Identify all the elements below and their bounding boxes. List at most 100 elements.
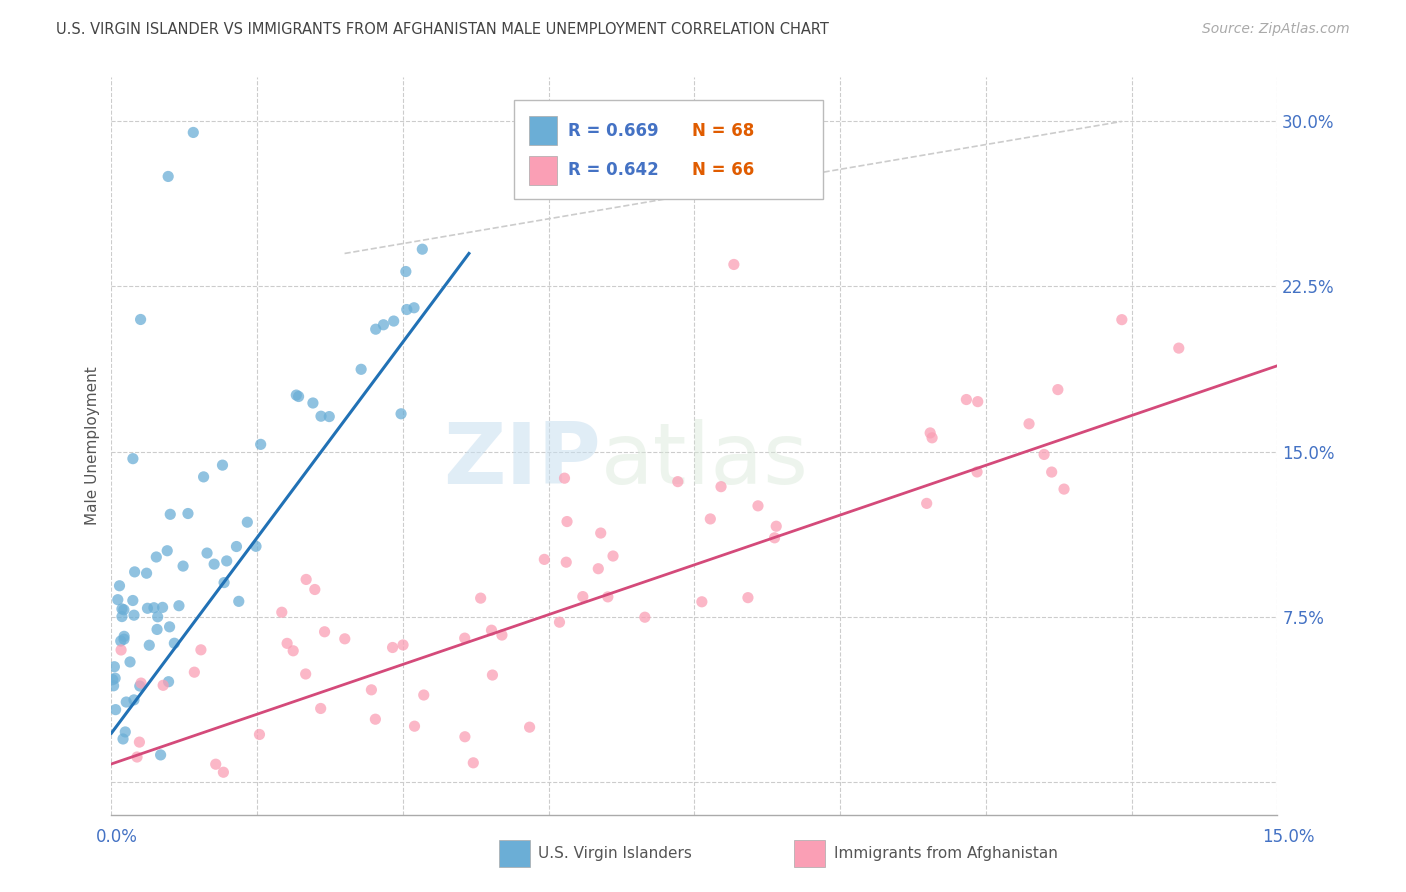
Point	[588, 562, 610, 576]
Point	[699, 512, 721, 526]
Point	[125, 750, 148, 764]
Point	[1167, 341, 1189, 355]
Text: R = 0.642: R = 0.642	[568, 161, 659, 179]
Point	[156, 543, 179, 558]
Point	[112, 632, 135, 647]
Point	[287, 389, 309, 403]
Y-axis label: Male Unemployment: Male Unemployment	[86, 367, 100, 525]
Point	[596, 590, 619, 604]
Point	[690, 595, 713, 609]
FancyBboxPatch shape	[529, 116, 557, 145]
Point	[212, 575, 235, 590]
Point	[111, 609, 134, 624]
Point	[481, 668, 503, 682]
Point	[395, 302, 418, 317]
Point	[112, 731, 135, 746]
Point	[202, 557, 225, 571]
Point	[121, 593, 143, 607]
Point	[128, 735, 150, 749]
Point	[364, 712, 387, 726]
Point	[249, 727, 271, 741]
Text: N = 68: N = 68	[692, 121, 754, 139]
Point	[177, 507, 200, 521]
Point	[666, 475, 689, 489]
Point	[142, 600, 165, 615]
Point	[402, 301, 425, 315]
Point	[110, 643, 132, 657]
Point	[190, 643, 212, 657]
Point	[108, 579, 131, 593]
Point	[181, 125, 204, 139]
Point	[294, 667, 316, 681]
Point	[389, 407, 412, 421]
Point	[555, 515, 578, 529]
Point	[107, 592, 129, 607]
Point	[270, 605, 292, 619]
Point	[157, 674, 180, 689]
Point	[285, 388, 308, 402]
Point	[411, 242, 433, 256]
Point	[747, 499, 769, 513]
Point	[548, 615, 571, 630]
Point	[314, 624, 336, 639]
Point	[114, 725, 136, 739]
Text: Source: ZipAtlas.com: Source: ZipAtlas.com	[1202, 22, 1350, 37]
Point	[112, 603, 135, 617]
Point	[163, 636, 186, 650]
Text: 15.0%: 15.0%	[1263, 828, 1315, 846]
Point	[966, 465, 988, 479]
Point	[145, 549, 167, 564]
Point	[602, 549, 624, 563]
Point	[101, 673, 124, 687]
Point	[193, 470, 215, 484]
Point	[112, 629, 135, 643]
Point	[183, 665, 205, 680]
Point	[360, 682, 382, 697]
Point	[589, 526, 612, 541]
Point	[1046, 383, 1069, 397]
Point	[318, 409, 340, 424]
Point	[304, 582, 326, 597]
Point	[395, 264, 418, 278]
Point	[463, 756, 485, 770]
Point	[249, 437, 271, 451]
Point	[135, 566, 157, 581]
Point	[519, 720, 541, 734]
Point	[212, 765, 235, 780]
Point	[381, 640, 404, 655]
Point	[122, 451, 145, 466]
Point	[103, 659, 125, 673]
Text: 0.0%: 0.0%	[96, 828, 138, 846]
Point	[215, 554, 238, 568]
Point	[115, 695, 138, 709]
Point	[921, 431, 943, 445]
Point	[152, 678, 174, 692]
Point	[470, 591, 492, 606]
Point	[634, 610, 657, 624]
Point	[966, 394, 988, 409]
Point	[167, 599, 190, 613]
Point	[364, 322, 387, 336]
Point	[955, 392, 977, 407]
Point	[333, 632, 356, 646]
Point	[1033, 447, 1056, 461]
Point	[124, 565, 146, 579]
Text: N = 66: N = 66	[692, 161, 754, 179]
Text: U.S. Virgin Islanders: U.S. Virgin Islanders	[538, 847, 692, 861]
Point	[1040, 465, 1063, 479]
Point	[172, 559, 194, 574]
Point	[118, 655, 141, 669]
Point	[1018, 417, 1040, 431]
Point	[110, 634, 132, 648]
Text: atlas: atlas	[602, 419, 808, 502]
Point	[555, 555, 578, 569]
Point	[122, 693, 145, 707]
Point	[295, 573, 318, 587]
Point	[138, 638, 160, 652]
Point	[211, 458, 233, 472]
Point	[1111, 312, 1133, 326]
Point	[236, 515, 259, 529]
Point	[572, 590, 595, 604]
Point	[765, 519, 787, 533]
Point	[149, 747, 172, 762]
